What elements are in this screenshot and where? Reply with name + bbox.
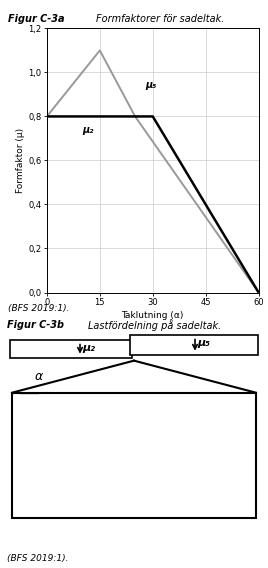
Text: $\alpha$: $\alpha$: [34, 370, 44, 383]
Text: Figur C-3a: Figur C-3a: [8, 14, 65, 24]
Text: Figur C-3b: Figur C-3b: [7, 320, 64, 329]
Text: Formfaktorer för sadeltak.: Formfaktorer för sadeltak.: [96, 14, 225, 24]
Text: μ₂: μ₂: [82, 343, 95, 353]
Bar: [10, 340, 132, 358]
X-axis label: Taklutning (α): Taklutning (α): [122, 311, 184, 320]
Text: μ₅: μ₅: [197, 337, 210, 348]
Bar: [130, 335, 258, 354]
Text: μ₅: μ₅: [146, 80, 157, 90]
Bar: [12, 392, 256, 518]
Text: (BFS 2019:1).: (BFS 2019:1).: [8, 304, 69, 313]
Text: (BFS 2019:1).: (BFS 2019:1).: [7, 554, 69, 563]
Y-axis label: Formfaktor (μ): Formfaktor (μ): [16, 128, 25, 193]
Text: μ₂: μ₂: [82, 125, 94, 135]
Text: Lastfördelning på sadeltak.: Lastfördelning på sadeltak.: [88, 320, 221, 332]
